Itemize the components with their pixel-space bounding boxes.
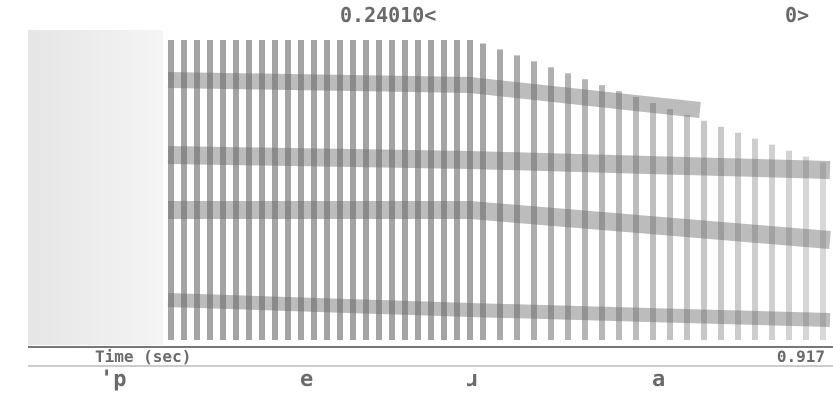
formant-band bbox=[167, 72, 701, 118]
striation bbox=[337, 40, 343, 340]
striation bbox=[786, 150, 792, 340]
spectrogram bbox=[167, 40, 831, 341]
striation bbox=[667, 108, 673, 340]
striation bbox=[803, 156, 809, 340]
striation bbox=[565, 73, 571, 340]
formant-band bbox=[168, 201, 831, 249]
striation bbox=[582, 79, 588, 340]
formant-band bbox=[167, 146, 831, 179]
striation bbox=[311, 40, 317, 340]
striation bbox=[246, 40, 252, 340]
striation bbox=[441, 40, 447, 340]
cursor-index: 0> bbox=[785, 3, 809, 27]
striation bbox=[402, 40, 408, 340]
striation bbox=[820, 162, 826, 340]
segment-label: ɹ bbox=[465, 367, 478, 392]
striation bbox=[285, 40, 291, 340]
axis-end-value: 0.917 bbox=[777, 347, 825, 366]
striation bbox=[752, 138, 758, 340]
striation bbox=[769, 144, 775, 340]
striation bbox=[428, 40, 434, 340]
striation bbox=[633, 97, 639, 340]
striation bbox=[599, 85, 605, 341]
axis-label: Time (sec) bbox=[95, 347, 191, 366]
striation bbox=[415, 40, 421, 340]
striation bbox=[363, 40, 369, 340]
striation bbox=[454, 40, 460, 340]
striation bbox=[298, 40, 304, 340]
cursor-readout: 0.24010< bbox=[340, 3, 436, 27]
striation bbox=[480, 43, 486, 340]
segment-label: e bbox=[300, 367, 313, 392]
striation bbox=[194, 40, 200, 340]
striation bbox=[376, 40, 382, 340]
striation bbox=[718, 126, 724, 340]
striation bbox=[207, 40, 213, 340]
striation bbox=[350, 40, 356, 340]
striation bbox=[514, 55, 520, 341]
formant-band bbox=[167, 293, 831, 327]
striation bbox=[324, 40, 330, 340]
striation bbox=[650, 103, 656, 340]
striation bbox=[233, 40, 239, 340]
striation bbox=[616, 91, 622, 340]
striation bbox=[531, 61, 537, 340]
striation bbox=[548, 67, 554, 341]
striation bbox=[168, 40, 174, 340]
striation bbox=[467, 40, 473, 340]
striation bbox=[735, 132, 741, 340]
striation bbox=[181, 40, 187, 340]
segment-label: a bbox=[652, 367, 665, 392]
striation bbox=[684, 114, 690, 341]
striation bbox=[272, 40, 278, 340]
striation bbox=[389, 40, 395, 340]
striation bbox=[497, 49, 503, 340]
striation bbox=[701, 120, 707, 340]
segment-label: 'p bbox=[100, 367, 127, 392]
striation bbox=[220, 40, 226, 340]
striation bbox=[259, 40, 265, 340]
silence-region bbox=[28, 30, 163, 345]
